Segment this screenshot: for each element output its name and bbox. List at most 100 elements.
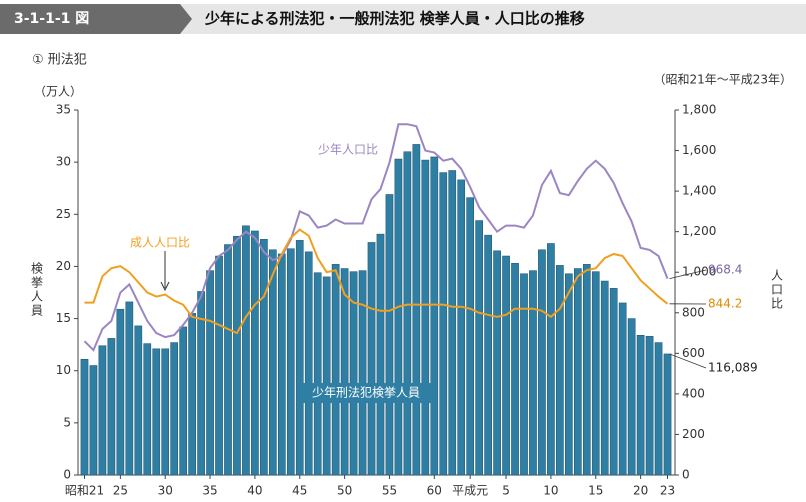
x-tick-label: 50 bbox=[337, 484, 352, 498]
bar bbox=[188, 313, 196, 476]
y2-tick-label: 1,400 bbox=[682, 184, 716, 198]
bar bbox=[520, 273, 528, 476]
x-tick-label: 25 bbox=[113, 484, 128, 498]
bar bbox=[663, 353, 672, 476]
x-tick-label: 35 bbox=[202, 484, 217, 498]
y2-tick-label: 1,600 bbox=[682, 143, 716, 157]
bar bbox=[215, 255, 223, 476]
y-tick-label: 25 bbox=[56, 207, 71, 221]
x-tick-label: 60 bbox=[427, 484, 442, 498]
y2-tick-label: 200 bbox=[682, 427, 705, 441]
leader-line bbox=[669, 269, 707, 280]
bar bbox=[179, 326, 187, 476]
bar bbox=[493, 250, 501, 476]
bar bbox=[582, 264, 591, 476]
bar bbox=[251, 230, 259, 476]
bar bbox=[556, 265, 564, 476]
bar bbox=[116, 308, 125, 476]
subtitle: ① 刑法犯 bbox=[32, 53, 87, 68]
bar bbox=[457, 179, 466, 476]
bar bbox=[654, 342, 663, 476]
bar bbox=[277, 253, 286, 476]
bar bbox=[547, 243, 555, 476]
bar bbox=[197, 291, 205, 476]
bar bbox=[107, 338, 116, 476]
bar bbox=[233, 235, 241, 476]
x-tick-label: 55 bbox=[382, 484, 397, 498]
bar bbox=[412, 144, 421, 476]
bar bbox=[125, 301, 134, 476]
bar bbox=[224, 244, 232, 476]
bar bbox=[511, 263, 519, 476]
bar bbox=[502, 255, 510, 476]
period: （昭和21年～平成23年） bbox=[653, 73, 792, 87]
series-label: 少年人口比 bbox=[318, 143, 378, 157]
bar bbox=[170, 342, 179, 476]
figure-number: 3-1-1-1 図 bbox=[14, 11, 89, 27]
bar bbox=[609, 288, 618, 476]
series-label: 成人人口比 bbox=[130, 236, 190, 250]
bar bbox=[618, 302, 627, 476]
y-tick-label: 10 bbox=[56, 363, 71, 377]
bar bbox=[421, 159, 430, 476]
bar bbox=[134, 325, 143, 476]
bar bbox=[269, 249, 277, 476]
bar bbox=[206, 270, 214, 476]
bar bbox=[340, 268, 349, 476]
bar bbox=[98, 345, 107, 476]
x-tick-label: 昭和21 bbox=[65, 484, 104, 498]
y2-tick-label: 400 bbox=[682, 386, 705, 400]
bar bbox=[331, 264, 340, 476]
series-label-box bbox=[300, 383, 432, 403]
x-tick-label: 5 bbox=[502, 484, 510, 498]
bar bbox=[403, 151, 412, 476]
bar bbox=[152, 348, 161, 476]
bar bbox=[600, 280, 609, 476]
y-tick-label: 35 bbox=[56, 103, 71, 117]
x-tick-label: 30 bbox=[158, 484, 173, 498]
y-tick-label: 20 bbox=[56, 259, 71, 273]
bar bbox=[80, 358, 89, 476]
x-tick-label: 23 bbox=[660, 484, 675, 498]
line bbox=[83, 123, 669, 352]
y2-tick-label: 1,200 bbox=[682, 224, 716, 238]
x-tick-label: 10 bbox=[543, 484, 558, 498]
bar bbox=[439, 172, 448, 476]
y2-tick-label: 1,800 bbox=[682, 103, 716, 117]
bar bbox=[322, 276, 331, 476]
bar bbox=[529, 270, 537, 476]
y2-tick-label: 600 bbox=[682, 346, 705, 360]
y-unit: （万人） bbox=[34, 85, 82, 99]
y-label: 検挙人員 bbox=[30, 262, 44, 318]
bar bbox=[394, 158, 403, 476]
bar bbox=[161, 348, 170, 476]
bar bbox=[591, 271, 600, 476]
end-label: 844.2 bbox=[708, 297, 742, 311]
x-tick-label: 平成元 bbox=[452, 484, 488, 498]
bar bbox=[475, 220, 483, 476]
leader-line bbox=[669, 353, 707, 369]
chart-title: 少年による刑法犯・一般刑法犯 検挙人員・人口比の推移 bbox=[204, 10, 585, 28]
bar bbox=[466, 197, 475, 476]
bar bbox=[313, 272, 322, 476]
y2-tick-label: 800 bbox=[682, 305, 705, 319]
bar bbox=[484, 234, 492, 476]
y2-label: 人口比 bbox=[770, 269, 784, 311]
y-tick-label: 15 bbox=[56, 311, 71, 325]
arrow bbox=[160, 251, 170, 292]
bar bbox=[573, 268, 582, 476]
bar bbox=[367, 242, 376, 476]
bar bbox=[358, 270, 367, 476]
y-tick-label: 5 bbox=[63, 415, 71, 429]
end-label: 116,089 bbox=[708, 361, 758, 375]
bar bbox=[430, 156, 439, 476]
bar bbox=[143, 343, 152, 476]
bar bbox=[260, 239, 268, 476]
figure-badge bbox=[0, 4, 192, 34]
bar bbox=[286, 248, 295, 476]
bar bbox=[565, 273, 573, 476]
bar bbox=[538, 249, 546, 476]
bar bbox=[448, 170, 457, 476]
bar bbox=[349, 271, 358, 476]
